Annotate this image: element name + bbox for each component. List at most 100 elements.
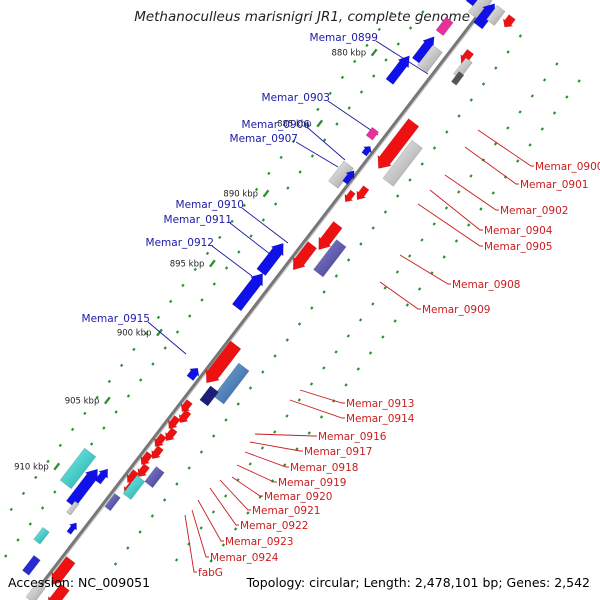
reverse-callout-line (399, 254, 451, 285)
track-dot (285, 414, 289, 418)
slate-gene-box (313, 239, 347, 278)
forward-gene-arrow (231, 273, 263, 312)
track-dot (236, 402, 240, 406)
track-dot (491, 191, 495, 195)
forward-callout-line (327, 100, 379, 136)
tick-mark (53, 462, 61, 471)
track-dot (40, 506, 45, 510)
track-dot (102, 426, 106, 430)
forward-callout-line (307, 127, 346, 161)
track-dot (340, 75, 345, 80)
pseudo-gene-box (365, 126, 380, 141)
reverse-gene-arrow (154, 433, 167, 448)
rna-gene-box (485, 5, 506, 26)
reverse-callout-line (191, 509, 209, 558)
track-dot (233, 527, 238, 531)
track-dot (555, 62, 559, 66)
track-dot (144, 331, 148, 336)
reverse-gene-label: Memar_0913 (346, 398, 414, 410)
track-dot (224, 266, 229, 270)
callout-lines-group (147, 40, 534, 573)
reverse-callout-line (464, 146, 519, 185)
rna-gene-box (382, 139, 423, 187)
steel-gene-box (213, 362, 250, 405)
reverse-gene-label: Memar_0904 (484, 225, 553, 237)
track-dot (187, 466, 191, 470)
track-dot (432, 146, 437, 150)
track-dot (119, 363, 124, 368)
cyan-gene-box (59, 447, 97, 490)
reverse-gene-arrow (168, 415, 181, 430)
track-dot (249, 234, 253, 238)
track-dot (295, 447, 299, 451)
forward-gene-label: Memar_0903 (262, 92, 330, 104)
track-dot (316, 107, 320, 112)
track-dot (328, 91, 332, 96)
track-dot (303, 123, 308, 128)
track-dot (273, 430, 277, 434)
reverse-callout-line (429, 189, 483, 231)
track-dot (273, 202, 278, 206)
track-dot (297, 322, 302, 326)
rna-gene-box (328, 160, 354, 189)
track-dot (273, 354, 277, 358)
track-dot (309, 382, 314, 386)
track-dot (267, 171, 271, 176)
track-dot (454, 239, 459, 243)
track-dot (132, 347, 136, 352)
reverse-gene-label: Memar_0908 (452, 279, 520, 291)
track-dot (169, 299, 173, 304)
forward-gene-arrow (94, 468, 109, 485)
track-dot (444, 206, 449, 210)
track-dot (175, 330, 180, 334)
reverse-gene-arrow (48, 583, 70, 600)
reverse-callout-line (444, 174, 499, 211)
track-dot (356, 367, 360, 371)
track-dot (408, 26, 413, 30)
reverse-gene-arrow (126, 469, 140, 484)
track-dot (107, 379, 112, 384)
track-dot (359, 242, 363, 246)
track-dot (286, 186, 290, 190)
reverse-gene-arrow (205, 340, 242, 384)
slate-gene-box (144, 466, 165, 489)
track-dot (323, 138, 327, 142)
track-dot (212, 282, 216, 286)
tick-label: 900 kbp (117, 328, 152, 338)
track-dot (552, 111, 557, 115)
tick-label: 905 kbp (65, 396, 100, 406)
track-dot (151, 362, 155, 366)
track-dot (457, 114, 461, 118)
track-dot (335, 122, 339, 126)
reverse-gene-label: Memar_0914 (346, 413, 415, 425)
tick-marks-group: 880 kbp 885 kbp 890 kbp 895 kbp 900 kbp 905 k… (14, 48, 378, 472)
track-dot (242, 203, 246, 208)
forward-callout-line (375, 40, 429, 75)
track-dot (344, 383, 348, 387)
track-dot (291, 139, 296, 144)
track-dot (353, 59, 357, 64)
track-dot (467, 223, 471, 227)
track-dot (518, 110, 522, 114)
reverse-gene-arrow (51, 556, 76, 586)
track-dot (346, 334, 351, 338)
slate-gene-box (104, 493, 121, 512)
track-dot (83, 411, 87, 416)
tick-mark (262, 189, 270, 198)
reverse-gene-label: Memar_0917 (304, 446, 372, 458)
track-dot (188, 314, 192, 318)
track-dot (420, 162, 424, 166)
track-dot (358, 318, 363, 322)
track-dot (113, 562, 118, 566)
reverse-gene-arrow (356, 185, 370, 201)
track-dot (181, 283, 185, 288)
track-dot (334, 350, 338, 354)
forward-gene-label: Memar_0907 (230, 133, 298, 145)
track-dot (469, 174, 473, 178)
track-dot (211, 510, 216, 514)
forward-gene-arrow (361, 146, 372, 157)
tick-label: 880 kbp (332, 48, 367, 58)
gene-arrows-group (22, 0, 516, 600)
dark-gene-box (450, 71, 465, 86)
reverse-gene-label: Memar_0921 (252, 505, 320, 517)
